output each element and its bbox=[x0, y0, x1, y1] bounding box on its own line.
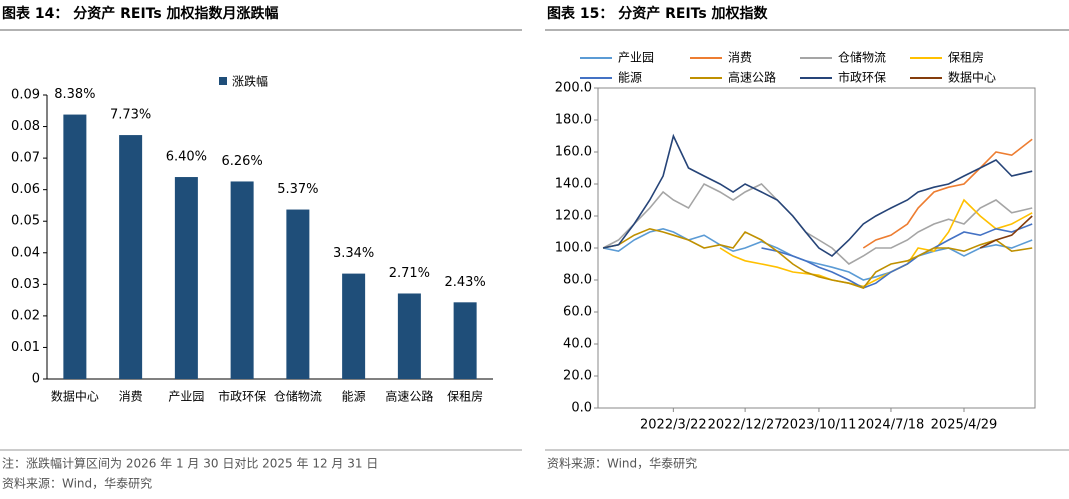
legend-label: 保租房 bbox=[948, 50, 984, 65]
x-tick-label: 产业园 bbox=[168, 390, 204, 404]
legend-label: 涨跌幅 bbox=[232, 74, 268, 89]
y-tick-label: 0.06 bbox=[11, 182, 40, 197]
bar bbox=[286, 209, 310, 379]
source: 资料来源：Wind，华泰研究 bbox=[2, 476, 152, 491]
value-label: 8.38% bbox=[54, 87, 95, 102]
x-tick-label: 2024/7/18 bbox=[858, 418, 925, 433]
series-line bbox=[761, 223, 1033, 289]
source: 资料来源：Wind，华泰研究 bbox=[547, 456, 697, 471]
x-tick-label: 高速公路 bbox=[385, 389, 433, 404]
value-label: 2.71% bbox=[389, 266, 430, 281]
y-tick-label: 0.05 bbox=[11, 214, 40, 229]
legend-label: 仓储物流 bbox=[838, 50, 886, 65]
value-label: 7.73% bbox=[110, 108, 151, 123]
y-tick-label: 40.0 bbox=[563, 337, 592, 352]
bar bbox=[119, 135, 143, 379]
series-line bbox=[602, 182, 1033, 265]
value-label: 5.37% bbox=[277, 182, 318, 197]
value-label: 6.26% bbox=[221, 154, 262, 169]
series-line bbox=[979, 215, 1033, 249]
series-line bbox=[862, 138, 1033, 249]
y-tick-label: 0.02 bbox=[11, 308, 40, 323]
legend-label: 数据中心 bbox=[948, 70, 996, 85]
y-tick-label: 0.01 bbox=[11, 340, 40, 355]
y-tick-label: 160.0 bbox=[555, 145, 592, 160]
series-line bbox=[602, 133, 1033, 258]
x-tick-label: 能源 bbox=[342, 390, 366, 404]
y-tick-label: 20.0 bbox=[563, 369, 592, 384]
bar bbox=[342, 273, 366, 379]
bar bbox=[63, 114, 87, 379]
figure-title: 图表 15： 分资产 REITs 加权指数 bbox=[547, 5, 769, 22]
y-tick-label: 0 bbox=[32, 372, 40, 387]
x-tick-label: 2022/3/22 bbox=[640, 418, 707, 433]
value-label: 2.43% bbox=[444, 275, 485, 290]
legend-label: 消费 bbox=[728, 51, 752, 65]
y-tick-label: 120.0 bbox=[555, 209, 592, 224]
y-tick-label: 180.0 bbox=[555, 113, 592, 128]
x-tick-label: 仓储物流 bbox=[274, 389, 322, 404]
y-tick-label: 0.07 bbox=[11, 151, 40, 166]
legend-label: 能源 bbox=[618, 71, 642, 85]
series-line bbox=[602, 227, 1033, 289]
figure-title: 图表 14： 分资产 REITs 加权指数月涨跌幅 bbox=[2, 5, 279, 22]
x-tick-label: 消费 bbox=[119, 390, 143, 404]
x-tick-label: 2023/10/11 bbox=[781, 418, 856, 433]
y-tick-label: 60.0 bbox=[563, 305, 592, 320]
x-tick-label: 2025/4/29 bbox=[931, 418, 998, 433]
plot-frame bbox=[597, 87, 1036, 409]
x-tick-label: 市政环保 bbox=[218, 389, 266, 404]
bar bbox=[453, 302, 477, 379]
legend-label: 高速公路 bbox=[728, 70, 776, 85]
bar bbox=[230, 181, 254, 379]
y-tick-label: 140.0 bbox=[555, 177, 592, 192]
value-label: 3.34% bbox=[333, 246, 374, 261]
series-line bbox=[719, 198, 1033, 288]
legend-swatch bbox=[219, 77, 227, 85]
series-line bbox=[602, 227, 1033, 281]
x-tick-label: 保租房 bbox=[447, 389, 483, 404]
note: 注：涨跌幅计算区间为 2026 年 1 月 30 日对比 2025 年 12 月… bbox=[2, 456, 378, 471]
value-label: 6.40% bbox=[166, 150, 207, 165]
legend-label: 市政环保 bbox=[838, 70, 886, 85]
bar bbox=[174, 177, 198, 379]
x-tick-label: 2022/12/27 bbox=[708, 418, 783, 433]
y-tick-label: 200.0 bbox=[555, 81, 592, 96]
y-tick-label: 0.08 bbox=[11, 119, 40, 134]
y-tick-label: 80.0 bbox=[563, 273, 592, 288]
y-tick-label: 0.0 bbox=[571, 401, 592, 416]
y-tick-label: 0.04 bbox=[11, 245, 40, 260]
legend-label: 产业园 bbox=[618, 51, 654, 65]
y-tick-label: 100.0 bbox=[555, 241, 592, 256]
bar bbox=[397, 293, 421, 379]
y-tick-label: 0.03 bbox=[11, 277, 40, 292]
x-tick-label: 数据中心 bbox=[51, 389, 99, 404]
y-tick-label: 0.09 bbox=[11, 88, 40, 103]
